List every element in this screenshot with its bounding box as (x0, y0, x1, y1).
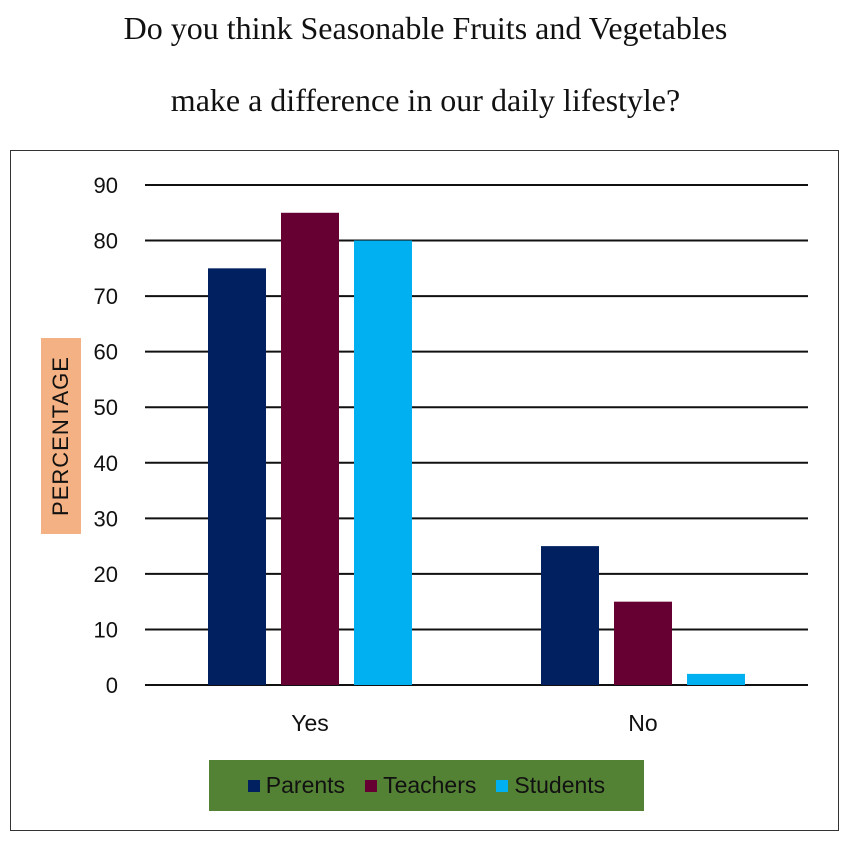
legend-swatch-students (496, 779, 509, 792)
y-tick-label-80: 80 (94, 229, 118, 254)
legend-item-students: Students (496, 772, 605, 799)
y-axis-label: PERCENTAGE (48, 356, 73, 516)
y-tick-label-90: 90 (94, 173, 118, 198)
y-tick-label-20: 20 (94, 562, 118, 587)
x-category-label-yes: Yes (291, 710, 329, 736)
legend-swatch-parents (247, 779, 260, 792)
y-tick-label-10: 10 (94, 617, 118, 642)
y-axis-label-box (41, 338, 81, 534)
y-tick-label-30: 30 (94, 506, 118, 531)
chart-title-line-1: Do you think Seasonable Fruits and Veget… (123, 10, 728, 46)
bar-teachers-no (614, 601, 672, 685)
chart-frame (10, 150, 839, 831)
bar-parents-yes (208, 268, 266, 685)
y-tick-label-40: 40 (94, 451, 118, 476)
legend: Parents Teachers Students (209, 760, 644, 811)
y-tick-label-0: 0 (106, 673, 118, 698)
legend-label-parents: Parents (265, 772, 346, 798)
y-tick-label-70: 70 (94, 284, 118, 309)
legend-label-teachers: Teachers (383, 772, 477, 798)
bar-teachers-yes (281, 212, 339, 685)
bar-students-no (687, 673, 745, 685)
chart-title-line-2: make a difference in our daily lifestyle… (170, 82, 681, 118)
legend-label-students: Students (514, 772, 606, 798)
bar-students-yes (354, 240, 412, 686)
y-tick-label-50: 50 (94, 395, 118, 420)
x-category-label-no: No (628, 710, 657, 736)
y-tick-label-60: 60 (94, 340, 118, 365)
bar-parents-no (541, 546, 599, 685)
legend-item-parents: Parents (247, 772, 346, 799)
legend-item-teachers: Teachers (365, 772, 476, 799)
legend-swatch-teachers (365, 779, 378, 792)
